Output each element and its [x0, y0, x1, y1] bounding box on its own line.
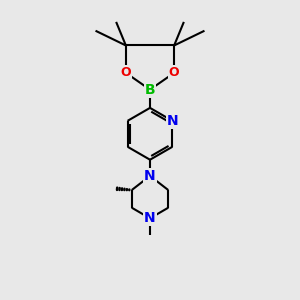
Text: N: N [144, 211, 156, 225]
Text: O: O [169, 66, 179, 80]
Text: N: N [144, 169, 156, 183]
Text: B: B [145, 82, 155, 97]
Text: O: O [121, 66, 131, 80]
Text: N: N [167, 114, 178, 128]
